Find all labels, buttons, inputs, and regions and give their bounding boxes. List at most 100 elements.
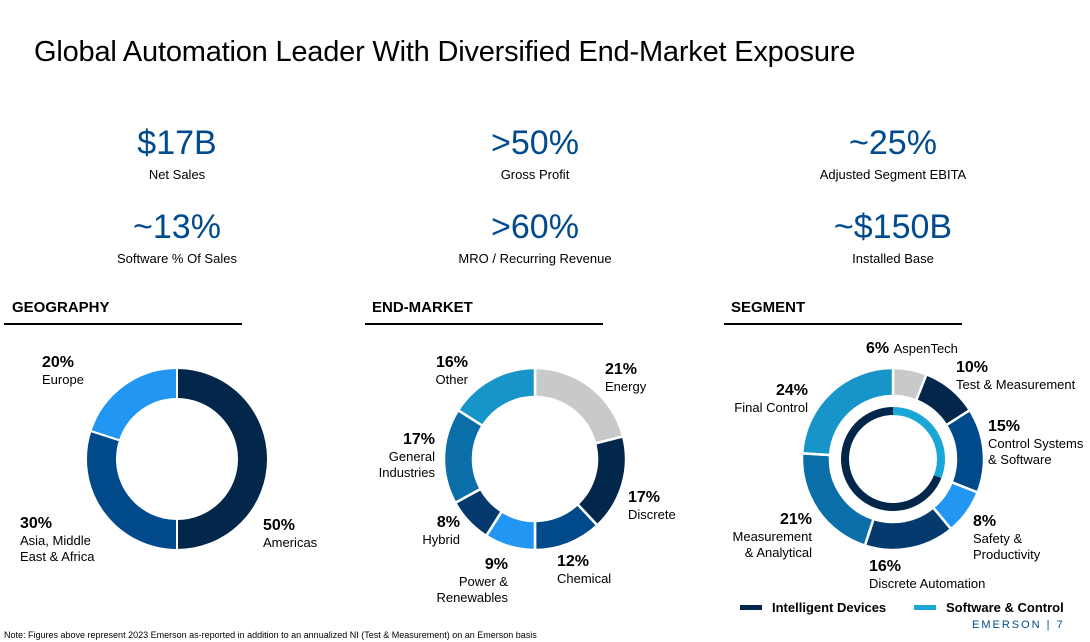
label-control-systems-and-software: 15%Control Systems& Software (988, 418, 1084, 467)
kpi-value: ~13% (133, 208, 221, 246)
label-percent: 17% (628, 489, 660, 506)
label-energy: 21%Energy (605, 361, 647, 394)
label-name: Safety & (973, 531, 1022, 546)
legend-label: Software & Control (946, 600, 1064, 615)
kpi-label: MRO / Recurring Revenue (458, 251, 612, 266)
label-name: & Software (988, 452, 1052, 467)
kpi-value: ~$150B (833, 208, 953, 246)
kpi-gross-profit: >50% Gross Profit (385, 124, 685, 182)
kpi-label: Net Sales (148, 167, 206, 182)
end-market-divider (365, 323, 603, 325)
legend-software-control: Software & Control (914, 600, 1064, 615)
kpi-software-sales: ~13% Software % Of Sales (27, 208, 327, 266)
slice-asia-middle-east-and-africa (85, 429, 178, 552)
kpi-net-sales: $17B Net Sales (27, 124, 327, 182)
label-percent: 9% (485, 556, 508, 573)
label-europe: 20%Europe (42, 354, 84, 387)
kpi-installed-base: ~$150B Installed Base (743, 208, 1043, 266)
label-name: Power & (459, 574, 508, 589)
label-other: 16%Other (435, 354, 468, 387)
kpi-label: Software % Of Sales (117, 251, 237, 266)
label-test-and-measurement: 10%Test & Measurement (956, 359, 1076, 392)
label-name: & Analytical (745, 545, 812, 560)
label-name: Test & Measurement (956, 377, 1076, 392)
kpi-label: Gross Profit (500, 167, 570, 182)
label-name: General (389, 449, 435, 464)
label-power-and-renewables: 9%Power &Renewables (436, 556, 508, 605)
label-discrete-automation: 16%Discrete Automation (869, 558, 985, 591)
slice-other (456, 366, 537, 428)
label-americas: 50%Americas (263, 517, 318, 550)
label-chemical: 12%Chemical (557, 553, 611, 586)
segment-heading: SEGMENT (731, 299, 806, 316)
label-measurement-and-analytical: 21%Measurement& Analytical (733, 511, 813, 560)
label-name: Other (435, 372, 468, 387)
label-percent: 21% (605, 361, 637, 378)
label-percent: 20% (42, 354, 74, 371)
kpi-label: Installed Base (852, 251, 934, 266)
label-name: Chemical (557, 571, 611, 586)
label-percent: 17% (403, 431, 435, 448)
label-name: Americas (263, 535, 318, 550)
label-discrete: 17%Discrete (628, 489, 676, 522)
geography-heading: GEOGRAPHY (12, 299, 110, 316)
segment-divider (724, 323, 962, 325)
kpi-label: Adjusted Segment EBITA (819, 167, 967, 182)
legend-intelligent-devices: Intelligent Devices (740, 600, 886, 615)
label-name: Productivity (973, 547, 1041, 562)
label-aspentech: 6% AspenTech (866, 340, 958, 357)
label-name: Renewables (436, 590, 508, 605)
slice-software-and-control (893, 407, 946, 479)
label-name: Asia, Middle (20, 533, 91, 548)
label-name: Control Systems (988, 436, 1084, 451)
label-name: Energy (605, 379, 647, 394)
slice-discrete-automation (863, 505, 953, 552)
legend-swatch (914, 605, 936, 610)
label-safety-and-productivity: 8%Safety &Productivity (973, 513, 1041, 562)
label-percent: 21% (780, 511, 812, 528)
kpi-value: ~25% (849, 124, 937, 162)
label-percent: 10% (956, 359, 988, 376)
label-name: Measurement (733, 529, 813, 544)
slice-control-systems-and-software (944, 408, 986, 495)
end-market-donut (442, 366, 628, 552)
label-final-control: 24%Final Control (734, 382, 808, 415)
label-hybrid: 8%Hybrid (422, 514, 460, 547)
label-name: Hybrid (422, 532, 460, 547)
kpi-value: >50% (491, 124, 579, 162)
label-percent: 12% (557, 553, 589, 570)
label-percent: 15% (988, 418, 1020, 435)
label-name: Final Control (734, 400, 808, 415)
segment-donut (800, 366, 986, 552)
label-name: Discrete (628, 507, 676, 522)
label-percent: 30% (20, 515, 52, 532)
label-name: Industries (379, 465, 436, 480)
label-name: Europe (42, 372, 84, 387)
footnote: Note: Figures above represent 2023 Emers… (4, 630, 537, 640)
kpi-value: >60% (491, 208, 579, 246)
label-percent: 16% (436, 354, 468, 371)
label-percent: 50% (263, 517, 295, 534)
kpi-recurring-revenue: >60% MRO / Recurring Revenue (385, 208, 685, 266)
kpi-adjusted-ebita: ~25% Adjusted Segment EBITA (743, 124, 1043, 182)
slice-general-industries (442, 408, 485, 505)
slice-final-control (800, 366, 895, 457)
label-percent: 8% (973, 513, 996, 530)
label-percent: 24% (776, 382, 808, 399)
label-name: Discrete Automation (869, 576, 985, 591)
page-title: Global Automation Leader With Diversifie… (34, 36, 856, 68)
label-name: East & Africa (20, 549, 95, 564)
end-market-heading: END-MARKET (372, 299, 473, 316)
geography-donut (85, 366, 269, 552)
legend-label: Intelligent Devices (772, 600, 887, 615)
kpi-value: $17B (137, 124, 217, 162)
legend-swatch (740, 605, 762, 610)
label-percent: 16% (869, 558, 901, 575)
slice-europe (89, 366, 178, 442)
geography-divider (4, 323, 242, 325)
brand-page-number: EMERSON | 7 (972, 619, 1065, 631)
